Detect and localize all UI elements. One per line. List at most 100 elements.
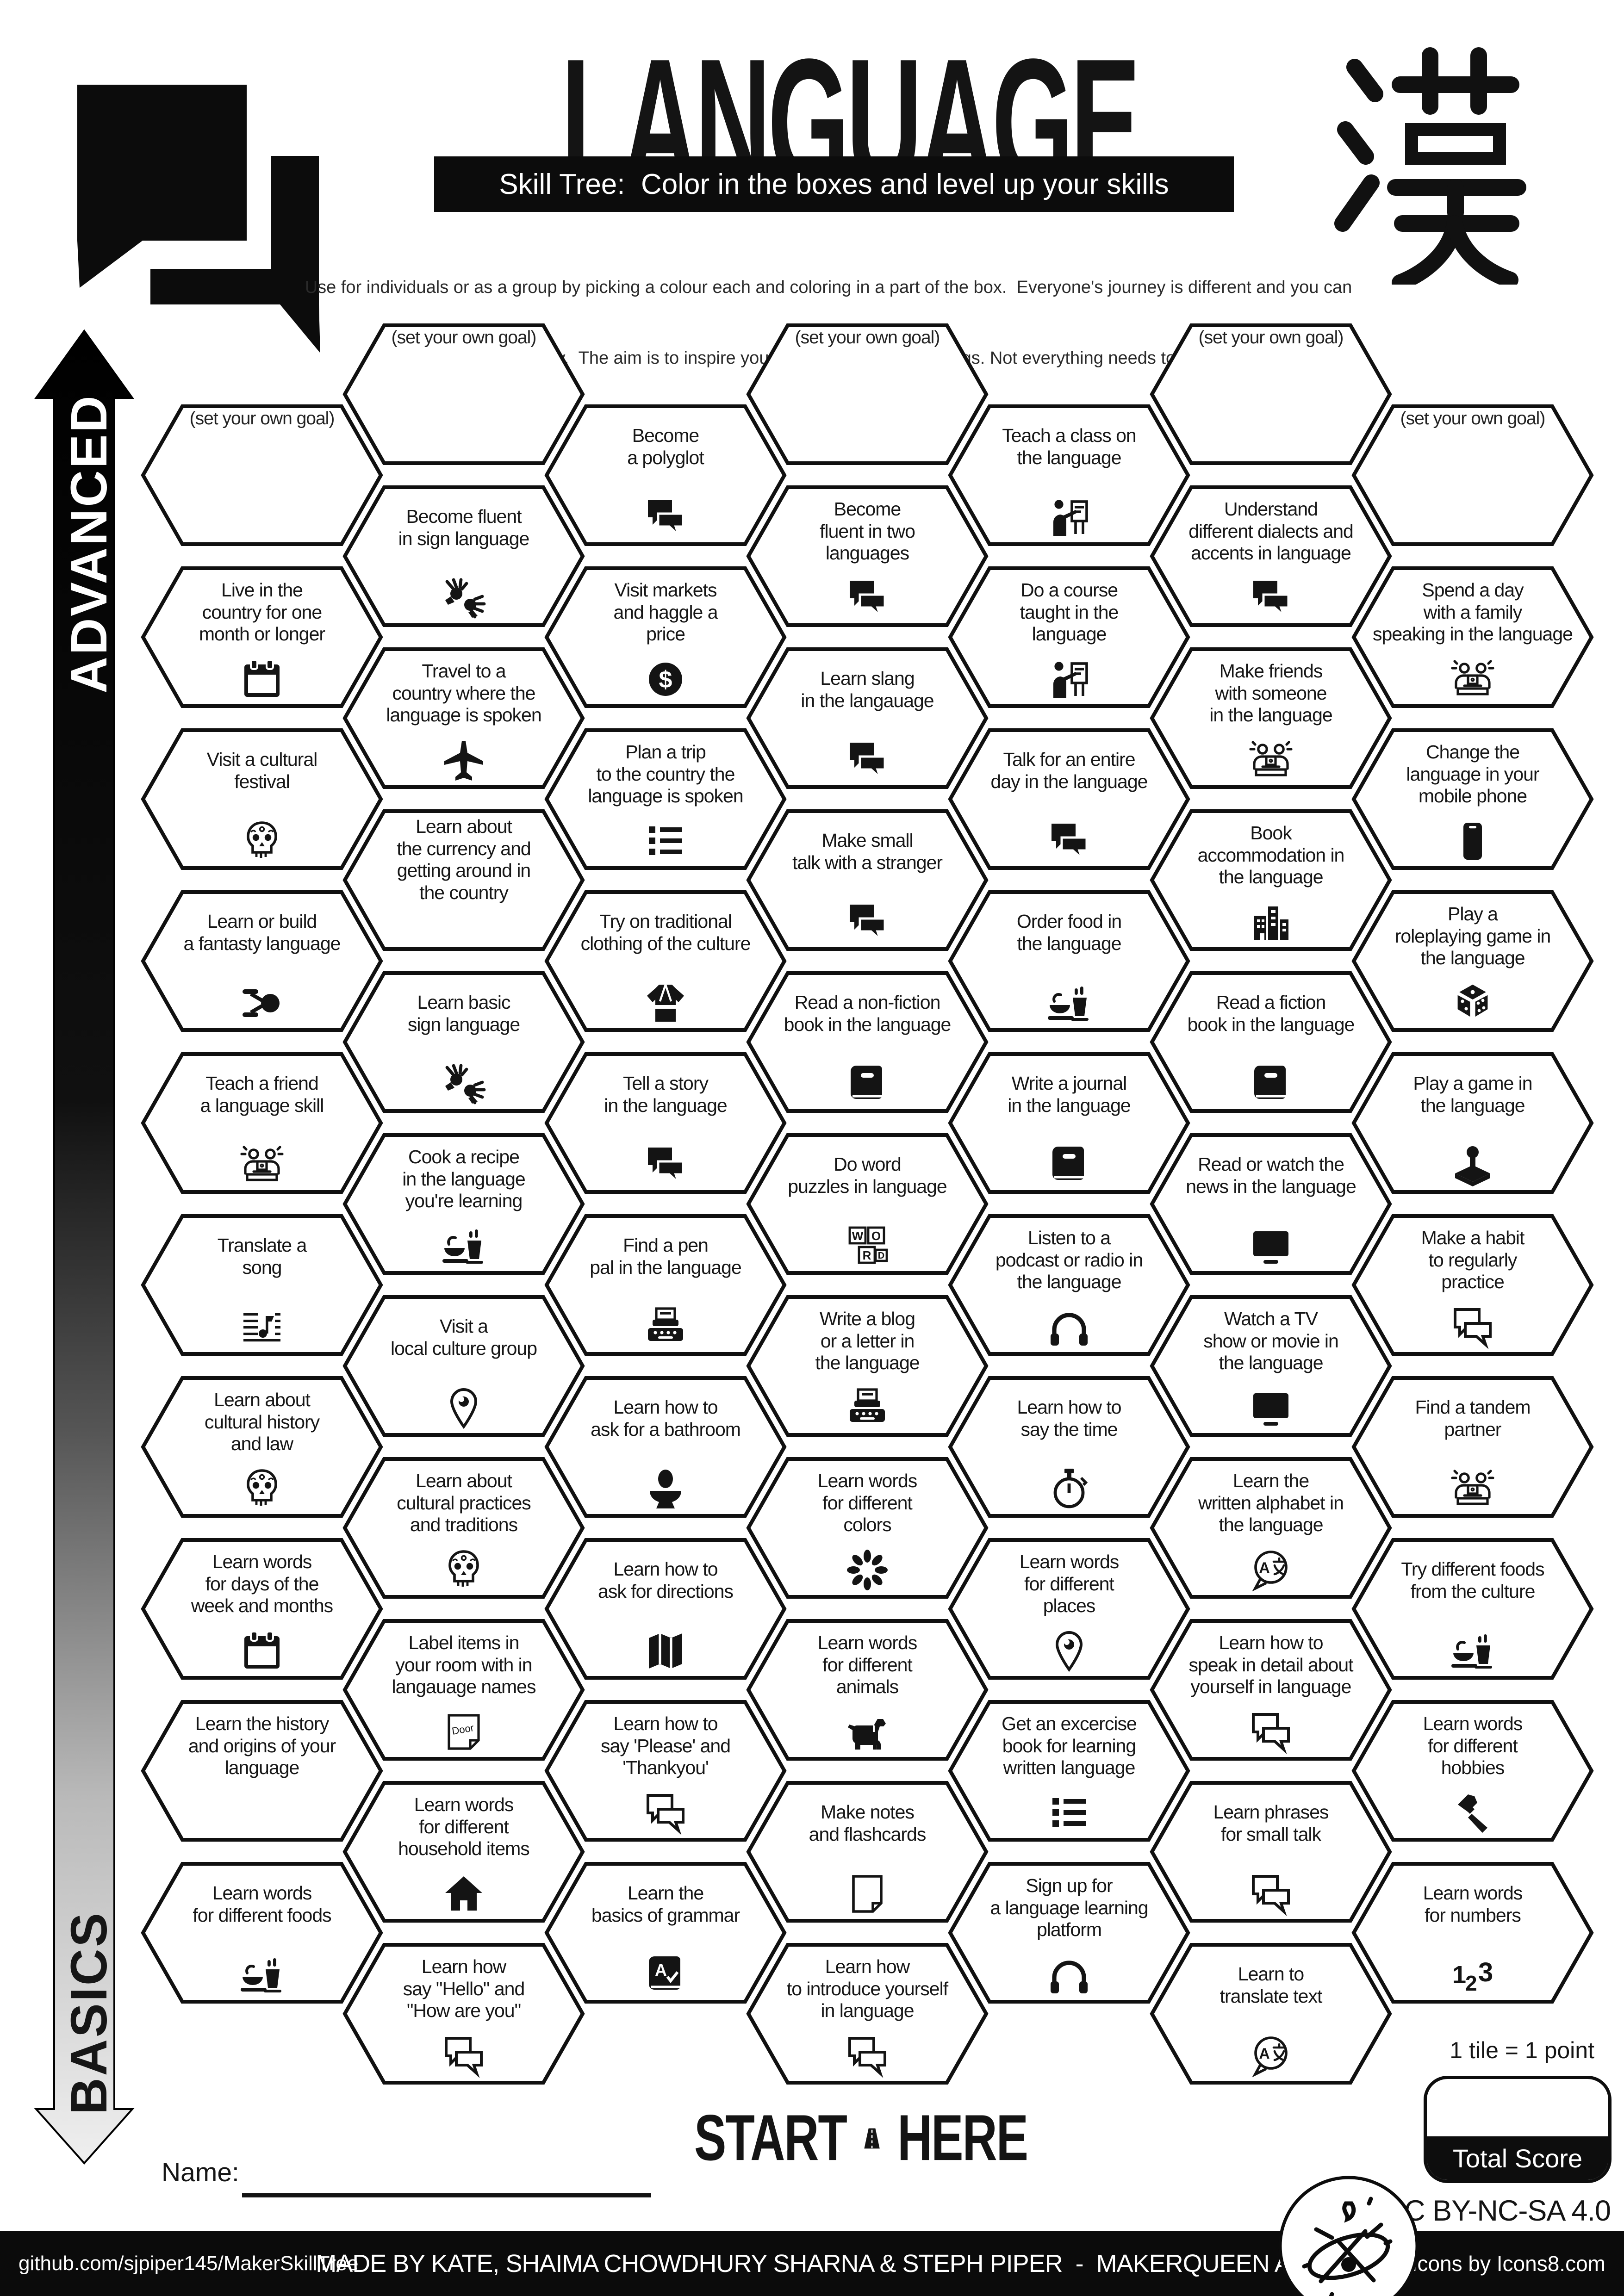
hex-learn-how-to-say-please[interactable]: Learn how to say 'Please' and 'Thankyou' — [544, 1699, 787, 1843]
hexagon-shape — [1150, 1943, 1392, 2085]
hex-spend-a-day-with-a[interactable]: Spend a day with a family speaking in th… — [1351, 565, 1594, 709]
hex-learn-about-cultural-practices-and[interactable]: Learn about cultural practices and tradi… — [342, 1456, 585, 1600]
hex-label: Become fluent in two languages — [820, 498, 915, 564]
hex-teach-a-class-on-the[interactable]: Teach a class on the language — [947, 403, 1191, 547]
hex-become-a-polyglot[interactable]: Become a polyglot — [544, 403, 787, 547]
hex-make-notes-and-flashcards[interactable]: Make notes and flashcards — [746, 1780, 989, 1924]
hex-learn-words-for-different-colors[interactable]: Learn words for different colors — [746, 1456, 989, 1600]
hex-learn-how-to-introduce-yourself[interactable]: Learn how to introduce yourself in langu… — [746, 1942, 989, 2085]
hex-learn-or-build-a-fantasty[interactable]: Learn or build a fantasty language — [140, 889, 384, 1033]
hex-make-a-habit-to-regularly[interactable]: Make a habit to regularly practice — [1351, 1213, 1594, 1357]
hex-learn-how-to-say-the[interactable]: Learn how to say the time — [947, 1375, 1191, 1519]
hex-learn-how-say-hello-and[interactable]: Learn how say "Hello" and "How are you" — [342, 1942, 585, 2085]
hex-set-your-own-goal[interactable]: (set your own goal) — [140, 403, 384, 547]
hex-read-a-fiction-book-in[interactable]: Read a fiction book in the language — [1149, 970, 1393, 1114]
hex-learn-basic-sign-language[interactable]: Learn basic sign language — [342, 970, 585, 1114]
hex-try-different-foods-from-the[interactable]: Try different foods from the culture — [1351, 1537, 1594, 1681]
book-icon — [1249, 1062, 1293, 1106]
hex-learn-how-to-ask-for[interactable]: Learn how to ask for directions — [544, 1537, 787, 1681]
hex-do-a-course-taught-in[interactable]: Do a course taught in the language — [947, 565, 1191, 709]
hexagon-shape — [1351, 1214, 1594, 1356]
hex-visit-a-cultural-festival[interactable]: Visit a cultural festival — [140, 727, 384, 871]
hexagon-shape — [141, 1538, 383, 1680]
hex-translate-a-song[interactable]: Translate a song — [140, 1213, 384, 1357]
hex-make-friends-with-someone-in[interactable]: Make friends with someone in the languag… — [1149, 646, 1393, 790]
hex-visit-markets-and-haggle-a[interactable]: Visit markets and haggle a price — [544, 565, 787, 709]
hex-label: Become fluent in sign language — [398, 506, 530, 549]
hex-sign-up-for-a-language[interactable]: Sign up for a language learning platform — [947, 1861, 1191, 2004]
hex-book-accommodation-in-the-language[interactable]: Book accommodation in the language — [1149, 808, 1393, 952]
hex-teach-a-friend-a-language[interactable]: Teach a friend a language skill — [140, 1051, 384, 1195]
hex-label: Write a blog or a letter in the language — [815, 1308, 920, 1374]
hex-read-a-non-fiction-book[interactable]: Read a non-fiction book in the language — [746, 970, 989, 1114]
hex-plan-a-trip-to-the[interactable]: Plan a trip to the country the language … — [544, 727, 787, 871]
hexagon-shape — [746, 323, 989, 465]
hex-learn-how-to-speak-in[interactable]: Learn how to speak in detail about yours… — [1149, 1618, 1393, 1762]
hex-live-in-the-country-for[interactable]: Live in the country for one month or lon… — [140, 565, 384, 709]
list-icon — [643, 819, 688, 863]
hex-learn-slang-in-the-langauage[interactable]: Learn slang in the langauage — [746, 646, 989, 790]
hex-tell-a-story-in-the[interactable]: Tell a story in the language — [544, 1051, 787, 1195]
hex-learn-words-for-different-hobbies[interactable]: Learn words for different hobbies — [1351, 1699, 1594, 1843]
description-line-1: Use for individuals or as a group by pic… — [305, 277, 1352, 297]
hex-learn-words-for-numbers[interactable]: Learn words for numbers — [1351, 1861, 1594, 2004]
total-score-box[interactable]: Total Score — [1424, 2076, 1612, 2183]
hex-learn-words-for-different-places[interactable]: Learn words for different places — [947, 1537, 1191, 1681]
hex-find-a-tandem-partner[interactable]: Find a tandem partner — [1351, 1375, 1594, 1519]
hex-cook-a-recipe-in-the[interactable]: Cook a recipe in the language you're lea… — [342, 1132, 585, 1276]
sign-icon — [442, 576, 486, 621]
hexagon-shape — [1150, 647, 1392, 789]
chat-o-icon — [442, 2034, 486, 2078]
name-line[interactable] — [242, 2193, 651, 2197]
hex-learn-the-basics-of-grammar[interactable]: Learn the basics of grammar — [544, 1861, 787, 2004]
hex-order-food-in-the-language[interactable]: Order food in the language — [947, 889, 1191, 1033]
hex-learn-words-for-days-of[interactable]: Learn words for days of the week and mon… — [140, 1537, 384, 1681]
hex-learn-words-for-different-animals[interactable]: Learn words for different animals — [746, 1618, 989, 1762]
chat-o-icon — [1249, 1872, 1293, 1916]
hex-play-a-game-in-the[interactable]: Play a game in the language — [1351, 1051, 1594, 1195]
hex-understand-different-dialects-and-accents[interactable]: Understand different dialects and accent… — [1149, 484, 1393, 628]
hex-listen-to-a-podcast-or[interactable]: Listen to a podcast or radio in the lang… — [947, 1213, 1191, 1357]
hex-play-a-roleplaying-game-in[interactable]: Play a roleplaying game in the language — [1351, 889, 1594, 1033]
hex-label: Learn about cultural practices and tradi… — [397, 1470, 531, 1536]
hex-become-fluent-in-two-languages[interactable]: Become fluent in two languages — [746, 484, 989, 628]
hex-find-a-pen-pal-in[interactable]: Find a pen pal in the language — [544, 1213, 787, 1357]
hex-label: Learn how to say the time — [1017, 1396, 1121, 1440]
hex-learn-the-history-and-origins[interactable]: Learn the history and origins of your la… — [140, 1699, 384, 1843]
hex-label: Travel to a country where the language i… — [386, 660, 541, 726]
hex-learn-about-the-currency-and[interactable]: Learn about the currency and getting aro… — [342, 808, 585, 952]
hex-label-items-in-your-room[interactable]: Label items in your room with in langaua… — [342, 1618, 585, 1762]
hex-write-a-journal-in-the[interactable]: Write a journal in the language — [947, 1051, 1191, 1195]
hex-learn-how-to-ask-for[interactable]: Learn how to ask for a bathroom — [544, 1375, 787, 1519]
hex-learn-to-translate-text[interactable]: Learn to translate text — [1149, 1942, 1393, 2085]
hex-learn-phrases-for-small-talk[interactable]: Learn phrases for small talk — [1149, 1780, 1393, 1924]
hex-set-your-own-goal[interactable]: (set your own goal) — [746, 323, 989, 466]
hex-watch-a-tv-show-or[interactable]: Watch a TV show or movie in the language — [1149, 1294, 1393, 1438]
hex-travel-to-a-country-where[interactable]: Travel to a country where the language i… — [342, 646, 585, 790]
hex-set-your-own-goal[interactable]: (set your own goal) — [1149, 323, 1393, 466]
hex-set-your-own-goal[interactable]: (set your own goal) — [1351, 403, 1594, 547]
hex-learn-about-cultural-history-and[interactable]: Learn about cultural history and law — [140, 1375, 384, 1519]
hex-label: Learn words for different colors — [817, 1470, 918, 1536]
hex-get-an-excercise-book-for[interactable]: Get an excercise book for learning writt… — [947, 1699, 1191, 1843]
hex-learn-words-for-different-household[interactable]: Learn words for different household item… — [342, 1780, 585, 1924]
hex-do-word-puzzles-in-language[interactable]: Do word puzzles in language — [746, 1132, 989, 1276]
hex-read-or-watch-the-news[interactable]: Read or watch the news in the language — [1149, 1132, 1393, 1276]
chat-icon — [845, 738, 890, 782]
headphones-icon — [1047, 1305, 1091, 1349]
hex-talk-for-an-entire-day[interactable]: Talk for an entire day in the language — [947, 727, 1191, 871]
hex-label: Learn how to speak in detail about yours… — [1188, 1632, 1353, 1698]
hexagon-shape — [342, 1781, 585, 1923]
hex-label: Learn words for different animals — [817, 1632, 918, 1698]
hex-learn-words-for-different-foods[interactable]: Learn words for different foods — [140, 1861, 384, 2004]
hex-become-fluent-in-sign-language[interactable]: Become fluent in sign language — [342, 484, 585, 628]
toilet-icon — [643, 1467, 688, 1511]
hex-learn-the-written-alphabet-in[interactable]: Learn the written alphabet in the langua… — [1149, 1456, 1393, 1600]
hex-make-small-talk-with-a[interactable]: Make small talk with a stranger — [746, 808, 989, 952]
hex-write-a-blog-or-a[interactable]: Write a blog or a letter in the language — [746, 1294, 989, 1438]
hex-try-on-traditional-clothing-of[interactable]: Try on traditional clothing of the cultu… — [544, 889, 787, 1033]
hex-visit-a-local-culture-group[interactable]: Visit a local culture group — [342, 1294, 585, 1438]
hex-label: Live in the country for one month or lon… — [199, 579, 325, 645]
hex-change-the-language-in-your[interactable]: Change the language in your mobile phone — [1351, 727, 1594, 871]
hex-set-your-own-goal[interactable]: (set your own goal) — [342, 323, 585, 466]
